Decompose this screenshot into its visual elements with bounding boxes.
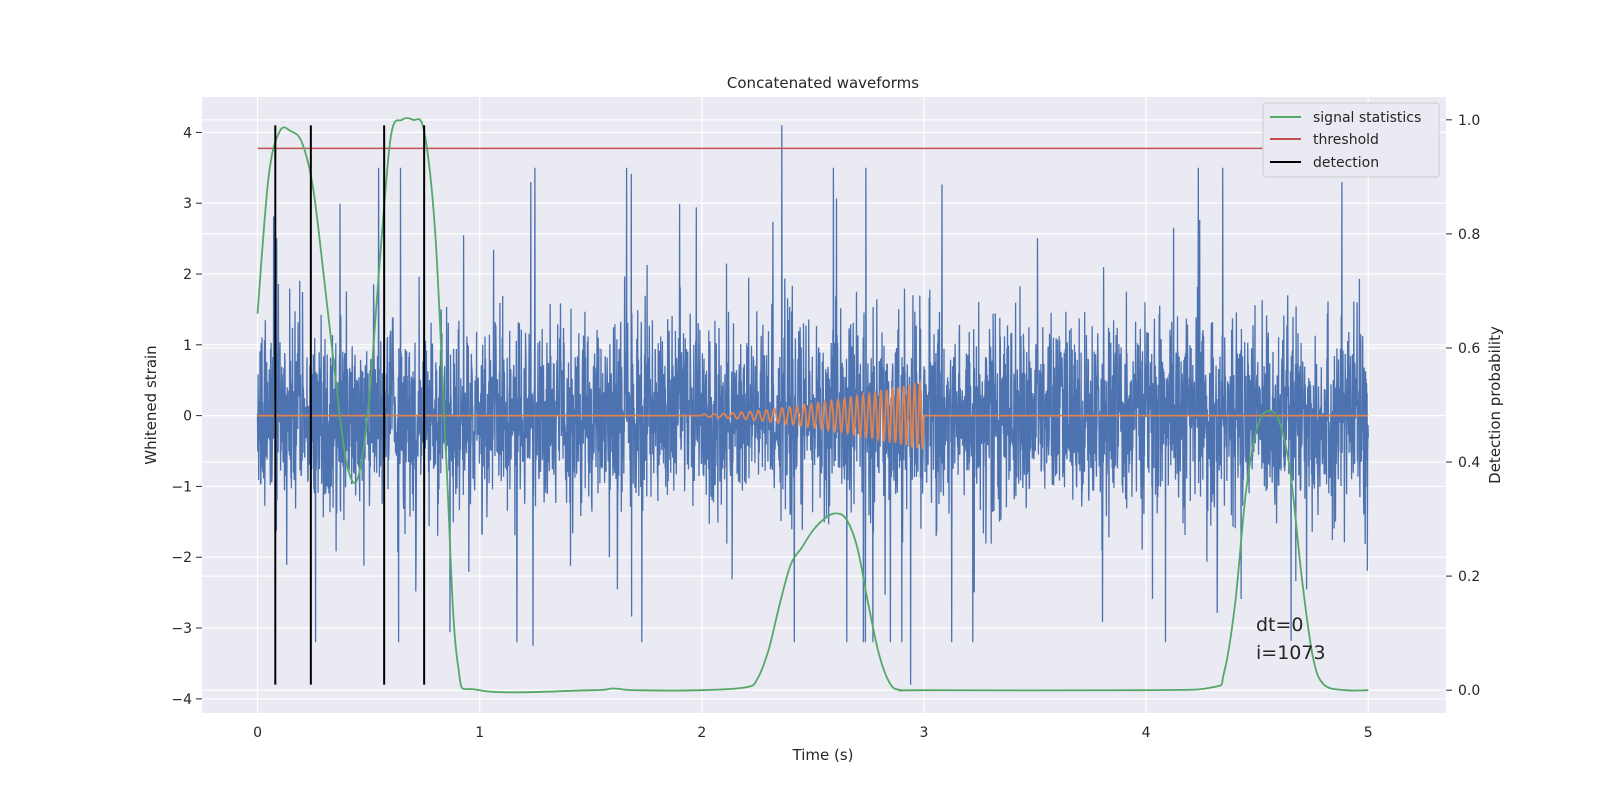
y2-tick-label-0: 0.0 <box>1458 683 1480 699</box>
x-tick-label-4: 4 <box>1142 725 1151 741</box>
legend: signal statistics threshold detection <box>1262 102 1440 178</box>
x-tick-label-2: 2 <box>697 725 706 741</box>
chart-title: Concatenated waveforms <box>727 74 919 92</box>
x-axis-ticks: 0 1 2 3 4 5 <box>253 725 1373 741</box>
y-axis-label: Whitened strain <box>142 345 160 464</box>
y2-tick-label-2: 0.4 <box>1458 455 1480 471</box>
x-tick-label-0: 0 <box>253 725 262 741</box>
legend-label-signal-statistics: signal statistics <box>1313 110 1421 126</box>
waveform-line <box>257 379 1369 450</box>
detection-series <box>274 125 426 685</box>
signal-statistics-line <box>256 117 1369 694</box>
y-tick-label-8: 4 <box>183 125 192 141</box>
y2-tick-label-5: 1.0 <box>1458 113 1480 129</box>
y-tick-label-1: −3 <box>171 621 192 637</box>
annotation-i: i=1073 <box>1256 642 1326 664</box>
x-tick-label-5: 5 <box>1364 725 1373 741</box>
y2-axis-label: Detection probability <box>1486 326 1504 484</box>
y2-tick-label-1: 0.2 <box>1458 569 1480 585</box>
y-tick-label-5: 1 <box>183 338 192 354</box>
y-tick-label-3: −1 <box>171 479 192 495</box>
annotation-dt: dt=0 <box>1256 614 1304 636</box>
y-tick-label-6: 2 <box>183 267 192 283</box>
y2-tick-label-4: 0.8 <box>1458 227 1480 243</box>
waveform-series <box>257 379 1369 450</box>
legend-label-threshold: threshold <box>1313 132 1379 148</box>
x-axis-label: Time (s) <box>792 746 854 764</box>
x-tick-label-1: 1 <box>475 725 484 741</box>
legend-box <box>1262 102 1440 178</box>
strain-line <box>256 125 1369 685</box>
y2-axis-ticks: 0.0 0.2 0.4 0.6 0.8 1.0 <box>1446 113 1480 699</box>
signal-statistics-series <box>256 117 1369 694</box>
y-tick-label-0: −4 <box>171 692 192 708</box>
legend-label-detection: detection <box>1313 155 1379 171</box>
y-tick-label-4: 0 <box>183 409 192 425</box>
y-axis-ticks: −4 −3 −2 −1 0 1 2 3 4 <box>171 125 202 708</box>
y2-tick-label-3: 0.6 <box>1458 341 1480 357</box>
y-tick-label-7: 3 <box>183 196 192 212</box>
y-tick-label-2: −2 <box>171 550 192 566</box>
x-tick-label-3: 3 <box>920 725 929 741</box>
strain-series <box>256 125 1369 685</box>
